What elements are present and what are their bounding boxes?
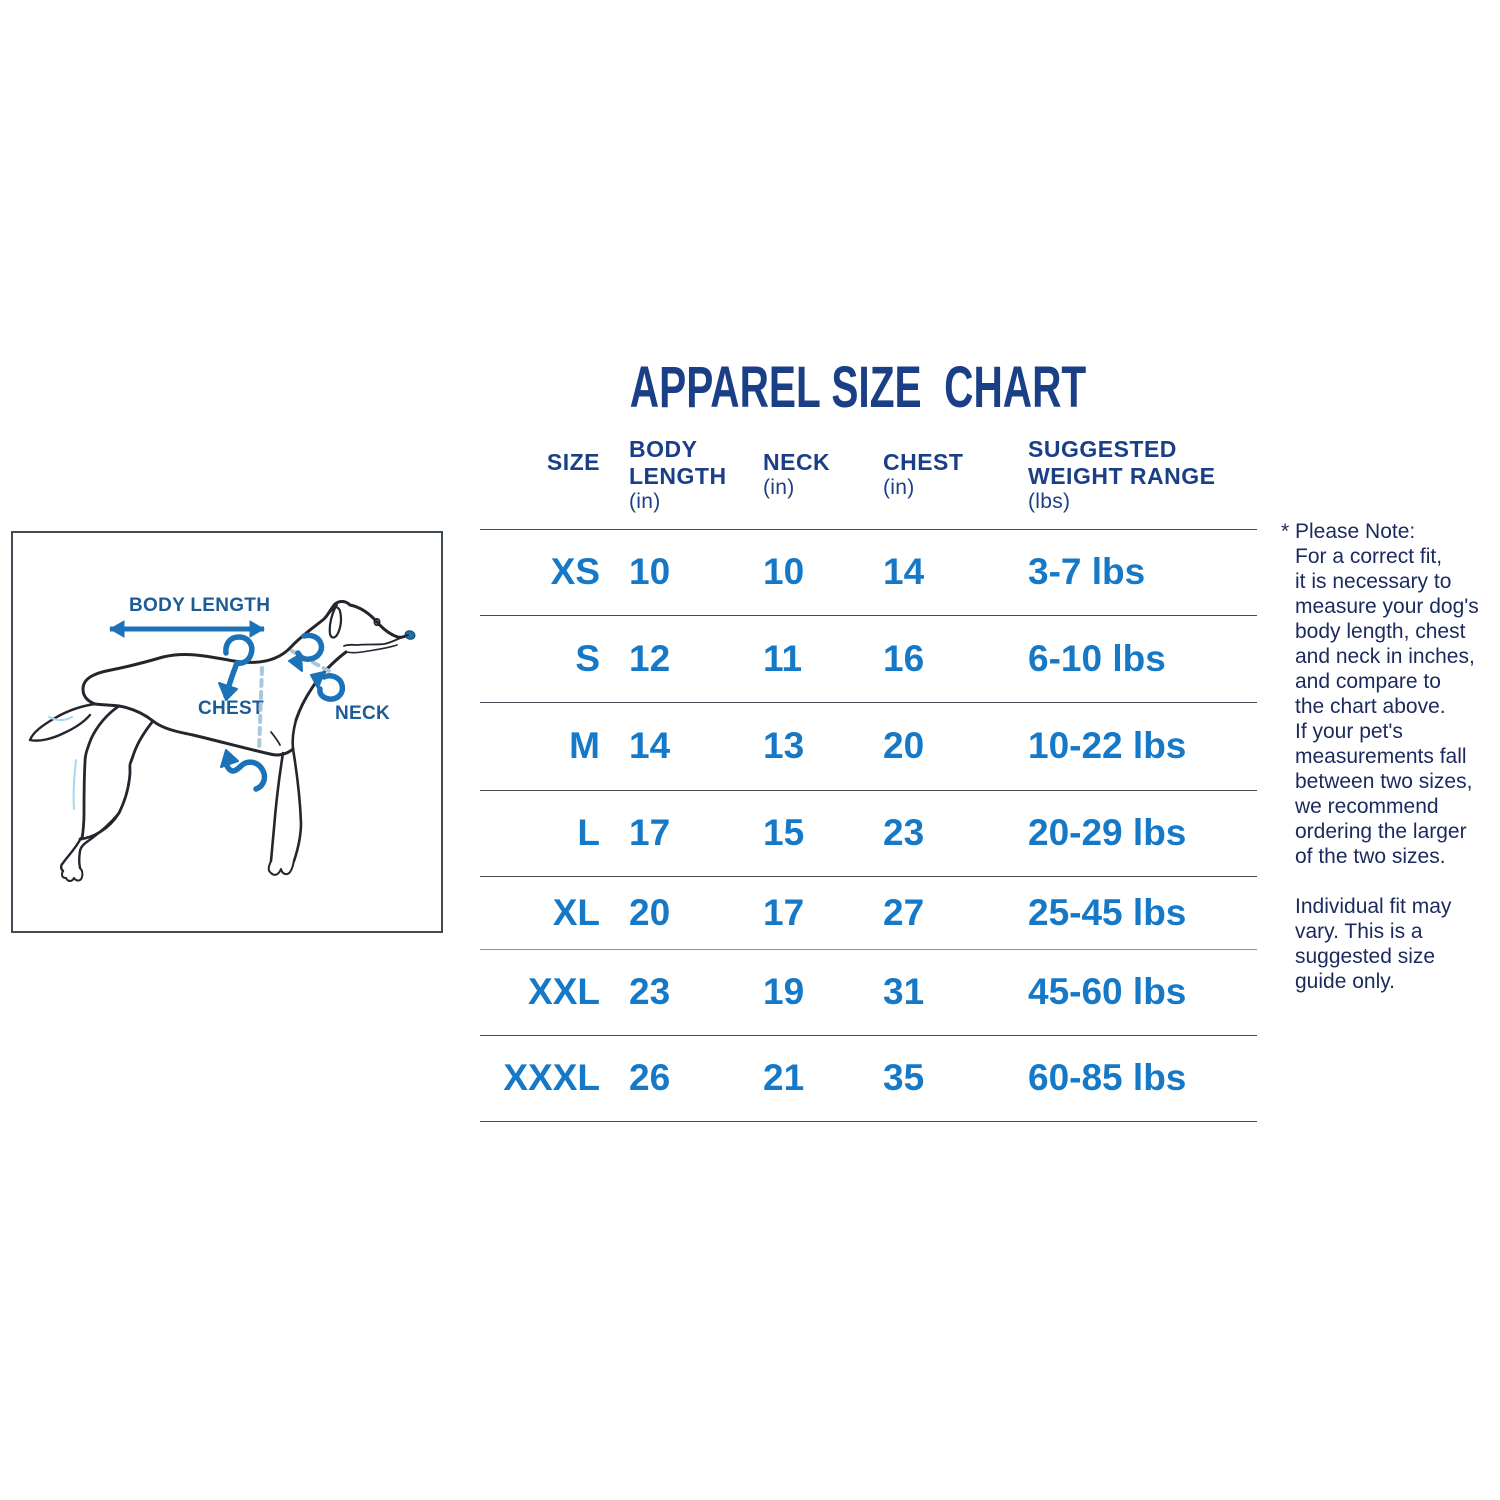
svg-text:BODY LENGTH: BODY LENGTH [129, 595, 270, 616]
svg-text:CHEST: CHEST [198, 698, 264, 719]
svg-text:NECK: NECK [335, 703, 390, 724]
